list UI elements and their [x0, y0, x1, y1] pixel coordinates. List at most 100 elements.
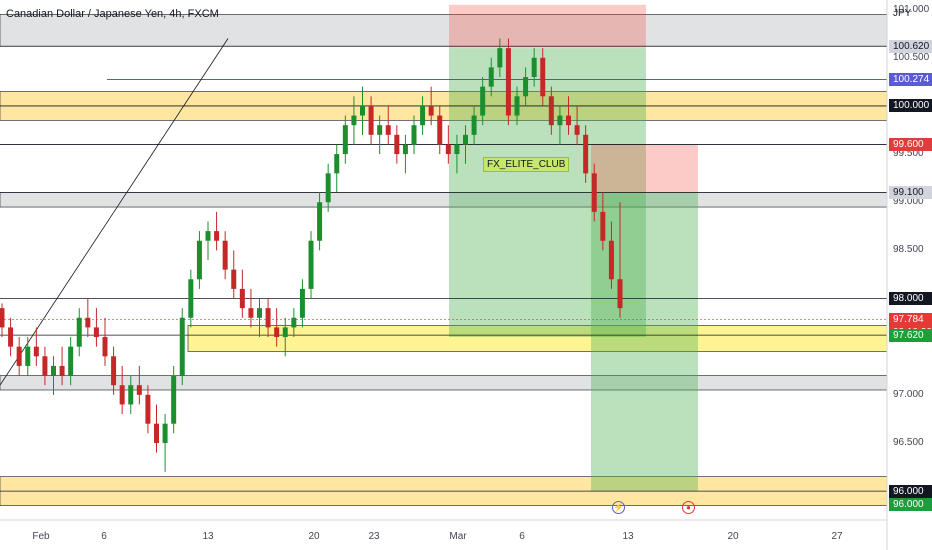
candle-62: [531, 57, 537, 78]
candle-60: [514, 96, 520, 116]
candle-36: [308, 240, 314, 289]
x-tick-label: 23: [368, 531, 380, 542]
price-label: 96.000: [889, 484, 932, 498]
zone-3: [187, 325, 888, 352]
candle-18: [154, 423, 159, 443]
candle-55: [471, 115, 477, 135]
candle-45: [385, 125, 391, 135]
y-tick-label: 100.500: [893, 51, 930, 63]
candle-1: [8, 327, 14, 347]
price-label: 100.000: [889, 99, 932, 113]
price-label: 100.274: [889, 73, 932, 87]
candle-19: [162, 423, 168, 443]
candle-23: [196, 240, 202, 280]
candle-7: [59, 365, 65, 376]
candle-16: [136, 385, 142, 395]
candle-65: [557, 115, 563, 126]
candle-5: [42, 356, 48, 376]
candle-13: [111, 356, 117, 386]
candle-56: [480, 86, 486, 116]
stop-zone-1: [591, 144, 698, 193]
candle-64: [548, 96, 554, 126]
candle-43: [368, 105, 374, 135]
candle-30: [257, 308, 262, 318]
candle-32: [274, 327, 280, 338]
y-tick-label: 98.500: [893, 244, 924, 256]
candle-10: [85, 317, 91, 328]
y-tick-label: 99.500: [893, 148, 924, 160]
candle-39: [334, 154, 340, 174]
zone-2: [0, 192, 888, 208]
candle-22: [188, 279, 194, 318]
candle-40: [342, 125, 348, 155]
candle-57: [488, 67, 494, 87]
candle-4: [33, 346, 39, 357]
candle-42: [360, 105, 365, 116]
candle-21: [179, 317, 185, 376]
y-tick-label: 101.000: [893, 3, 930, 15]
candle-61: [523, 77, 529, 97]
candle-28: [239, 288, 245, 309]
candle-20: [171, 375, 177, 424]
price-label: 99.100: [889, 186, 932, 200]
candle-2: [16, 346, 22, 366]
trendline: [0, 38, 229, 386]
watermark-label: FX_ELITE_CLUB: [483, 157, 570, 172]
candle-3: [25, 346, 31, 366]
x-tick-label: 27: [831, 531, 843, 542]
candle-14: [119, 385, 125, 405]
event-dot-icon[interactable]: ●: [682, 501, 695, 514]
candle-49: [420, 105, 426, 126]
price-label: 97.784: [889, 312, 932, 326]
candle-33: [282, 327, 288, 338]
candle-58: [497, 48, 503, 68]
candle-31: [265, 308, 271, 328]
target-zone-1: [591, 192, 698, 492]
price-label: 96.000: [889, 497, 932, 511]
candle-59: [505, 48, 511, 116]
candle-41: [351, 115, 357, 126]
candle-8: [68, 346, 74, 376]
candle-34: [291, 317, 297, 328]
zone-0: [0, 14, 888, 47]
candle-6: [51, 365, 56, 376]
x-tick-label: 13: [622, 531, 634, 542]
price-label: 100.620: [889, 39, 932, 53]
candle-70: [600, 211, 606, 241]
candle-9: [76, 317, 82, 347]
price-label: 98.000: [889, 292, 932, 306]
x-tick-label: 6: [101, 531, 107, 542]
candle-52: [445, 144, 451, 155]
candle-46: [394, 134, 400, 155]
candle-47: [402, 144, 408, 155]
x-tick-label: Mar: [449, 531, 467, 542]
y-tick-label: 96.500: [893, 436, 924, 448]
candle-35: [299, 288, 305, 318]
candle-25: [214, 231, 220, 241]
candle-29: [248, 308, 254, 318]
candle-15: [128, 385, 134, 405]
x-tick-label: 20: [727, 531, 739, 542]
candle-44: [377, 125, 383, 135]
candle-67: [574, 125, 580, 135]
candle-54: [463, 134, 468, 145]
candle-12: [102, 337, 108, 357]
event-lightning-icon[interactable]: ⚡: [612, 501, 625, 514]
y-tick-label: 97.000: [893, 388, 924, 400]
candle-17: [145, 394, 151, 424]
candle-71: [608, 240, 614, 280]
candle-11: [93, 327, 99, 338]
x-tick-label: Feb: [32, 531, 50, 542]
candle-51: [437, 115, 443, 145]
candle-72: [617, 279, 623, 309]
y-tick-label: 99.000: [893, 196, 924, 208]
currency-label: JPY: [893, 8, 912, 19]
candle-26: [222, 240, 228, 270]
candle-50: [428, 105, 434, 116]
candle-66: [566, 115, 571, 126]
stop-zone-0: [449, 4, 646, 49]
candle-69: [591, 173, 597, 212]
candle-37: [317, 202, 323, 241]
